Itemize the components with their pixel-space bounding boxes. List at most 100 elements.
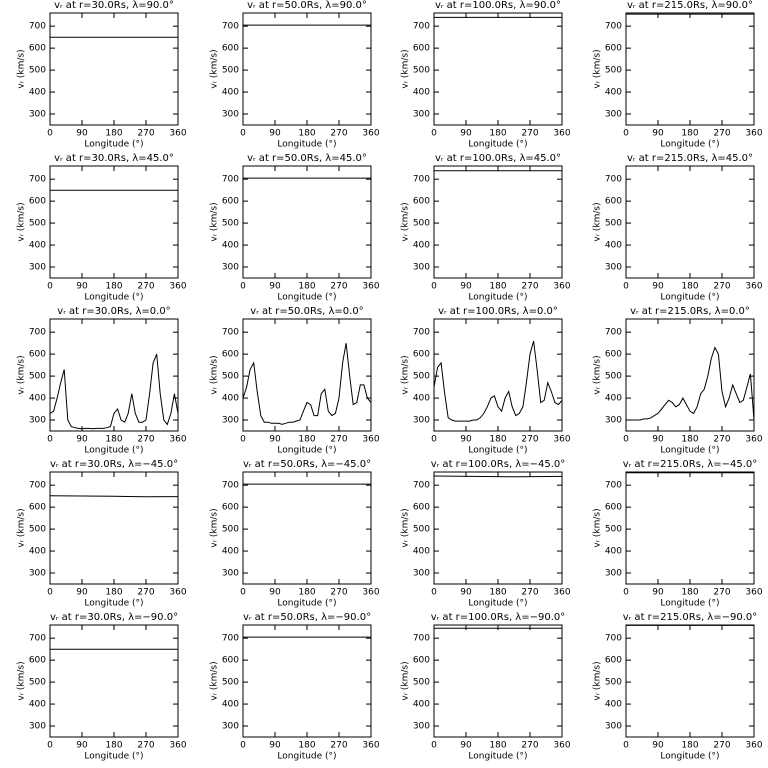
panel-title: vᵣ at r=30.0Rs, λ=0.0° bbox=[57, 306, 170, 317]
x-tick-label: 0 bbox=[623, 741, 629, 751]
y-tick-label: 400 bbox=[413, 394, 430, 404]
plot-frame bbox=[49, 165, 179, 279]
panel-title: vᵣ at r=50.0Rs, λ=0.0° bbox=[250, 306, 363, 317]
x-tick-label: 270 bbox=[137, 588, 154, 598]
y-axis-label: vᵣ (km/s) bbox=[210, 355, 220, 394]
y-axis-label: vᵣ (km/s) bbox=[17, 508, 27, 547]
x-tick-label: 360 bbox=[169, 282, 186, 292]
x-tick-label: 90 bbox=[76, 741, 88, 751]
x-tick-label: 360 bbox=[745, 435, 762, 445]
x-axis-label: Longitude (°) bbox=[277, 446, 336, 456]
panel-title: vᵣ at r=100.0Rs, λ=−45.0° bbox=[431, 459, 566, 470]
x-axis-label: Longitude (°) bbox=[660, 752, 719, 762]
y-tick-label: 600 bbox=[222, 503, 239, 513]
y-tick-label: 600 bbox=[29, 656, 46, 666]
y-axis-label: vᵣ (km/s) bbox=[17, 202, 27, 241]
plot-frame bbox=[625, 624, 755, 738]
x-tick-label: 180 bbox=[681, 741, 698, 751]
panel-title: vᵣ at r=50.0Rs, λ=45.0° bbox=[247, 153, 367, 164]
x-tick-label: 180 bbox=[489, 741, 506, 751]
x-tick-label: 360 bbox=[362, 129, 379, 139]
x-tick-label: 90 bbox=[76, 435, 88, 445]
panel: vᵣ at r=30.0Rs, λ=45.0° Longitude (°) vᵣ (… bbox=[17, 153, 187, 303]
y-tick-label: 600 bbox=[413, 656, 430, 666]
x-tick-label: 90 bbox=[269, 129, 281, 139]
panel-title: vᵣ at r=215.0Rs, λ=−45.0° bbox=[623, 459, 758, 470]
x-tick-label: 90 bbox=[269, 282, 281, 292]
x-tick-label: 0 bbox=[623, 435, 629, 445]
x-tick-label: 360 bbox=[553, 741, 570, 751]
x-tick-label: 90 bbox=[269, 741, 281, 751]
x-tick-label: 270 bbox=[521, 741, 538, 751]
x-tick-label: 270 bbox=[521, 282, 538, 292]
y-tick-label: 300 bbox=[605, 263, 622, 273]
x-tick-label: 180 bbox=[298, 588, 315, 598]
panel-title: vᵣ at r=50.0Rs, λ=90.0° bbox=[247, 0, 367, 11]
x-axis-label: Longitude (°) bbox=[660, 599, 719, 609]
y-tick-label: 500 bbox=[29, 66, 46, 76]
y-tick-label: 500 bbox=[29, 372, 46, 382]
y-tick-label: 600 bbox=[605, 656, 622, 666]
x-tick-label: 90 bbox=[652, 588, 664, 598]
y-tick-label: 400 bbox=[413, 241, 430, 251]
x-axis-label: Longitude (°) bbox=[84, 293, 143, 303]
y-tick-label: 300 bbox=[413, 263, 430, 273]
y-tick-label: 300 bbox=[29, 416, 46, 426]
y-axis-label: vᵣ (km/s) bbox=[593, 202, 603, 241]
x-axis-label: Longitude (°) bbox=[84, 140, 143, 150]
x-tick-label: 0 bbox=[623, 588, 629, 598]
x-axis-label: Longitude (°) bbox=[660, 446, 719, 456]
x-tick-label: 270 bbox=[137, 741, 154, 751]
y-tick-label: 400 bbox=[413, 88, 430, 98]
panel-title: vᵣ at r=30.0Rs, λ=45.0° bbox=[54, 153, 174, 164]
panel-title: vᵣ at r=50.0Rs, λ=−90.0° bbox=[243, 612, 371, 623]
x-tick-label: 90 bbox=[460, 435, 472, 445]
y-tick-label: 600 bbox=[222, 44, 239, 54]
x-tick-label: 180 bbox=[298, 129, 315, 139]
x-tick-label: 180 bbox=[681, 129, 698, 139]
plot-frame bbox=[49, 12, 179, 126]
panel: vᵣ at r=50.0Rs, λ=90.0° Longitude (°) vᵣ (… bbox=[210, 0, 380, 150]
y-tick-label: 400 bbox=[29, 700, 46, 710]
x-tick-label: 0 bbox=[240, 129, 246, 139]
x-tick-label: 90 bbox=[460, 588, 472, 598]
y-tick-label: 400 bbox=[222, 241, 239, 251]
panel-title: vᵣ at r=100.0Rs, λ=0.0° bbox=[438, 306, 558, 317]
y-tick-label: 600 bbox=[413, 503, 430, 513]
x-tick-label: 270 bbox=[713, 588, 730, 598]
x-tick-label: 90 bbox=[652, 129, 664, 139]
y-tick-label: 300 bbox=[605, 722, 622, 732]
y-tick-label: 700 bbox=[605, 175, 622, 185]
panel: vᵣ at r=100.0Rs, λ=90.0° Longitude (°) vᵣ … bbox=[401, 0, 571, 150]
x-tick-label: 180 bbox=[489, 129, 506, 139]
panel-title: vᵣ at r=100.0Rs, λ=45.0° bbox=[435, 153, 561, 164]
x-tick-label: 270 bbox=[713, 282, 730, 292]
x-tick-label: 90 bbox=[460, 129, 472, 139]
x-tick-label: 270 bbox=[330, 282, 347, 292]
y-tick-label: 600 bbox=[222, 350, 239, 360]
data-line bbox=[243, 343, 371, 425]
panel: vᵣ at r=50.0Rs, λ=−45.0° Longitude (°) vᵣ … bbox=[210, 459, 380, 609]
x-tick-label: 90 bbox=[460, 741, 472, 751]
x-tick-label: 360 bbox=[553, 282, 570, 292]
x-tick-label: 180 bbox=[489, 588, 506, 598]
x-tick-label: 360 bbox=[745, 588, 762, 598]
panel-title: vᵣ at r=215.0Rs, λ=−90.0° bbox=[623, 612, 758, 623]
x-axis-label: Longitude (°) bbox=[468, 140, 527, 150]
panel: vᵣ at r=215.0Rs, λ=0.0° Longitude (°) vᵣ (… bbox=[593, 306, 763, 456]
y-tick-label: 300 bbox=[413, 722, 430, 732]
x-tick-label: 0 bbox=[431, 282, 437, 292]
x-tick-label: 270 bbox=[713, 435, 730, 445]
x-tick-label: 360 bbox=[169, 129, 186, 139]
y-axis-label: vᵣ (km/s) bbox=[593, 355, 603, 394]
y-tick-label: 700 bbox=[222, 22, 239, 32]
x-tick-label: 0 bbox=[47, 129, 53, 139]
panel-title: vᵣ at r=30.0Rs, λ=−90.0° bbox=[50, 612, 178, 623]
y-tick-label: 500 bbox=[29, 678, 46, 688]
y-tick-label: 400 bbox=[222, 700, 239, 710]
x-tick-label: 180 bbox=[105, 282, 122, 292]
y-tick-label: 700 bbox=[29, 328, 46, 338]
x-tick-label: 0 bbox=[623, 129, 629, 139]
x-axis-label: Longitude (°) bbox=[468, 446, 527, 456]
